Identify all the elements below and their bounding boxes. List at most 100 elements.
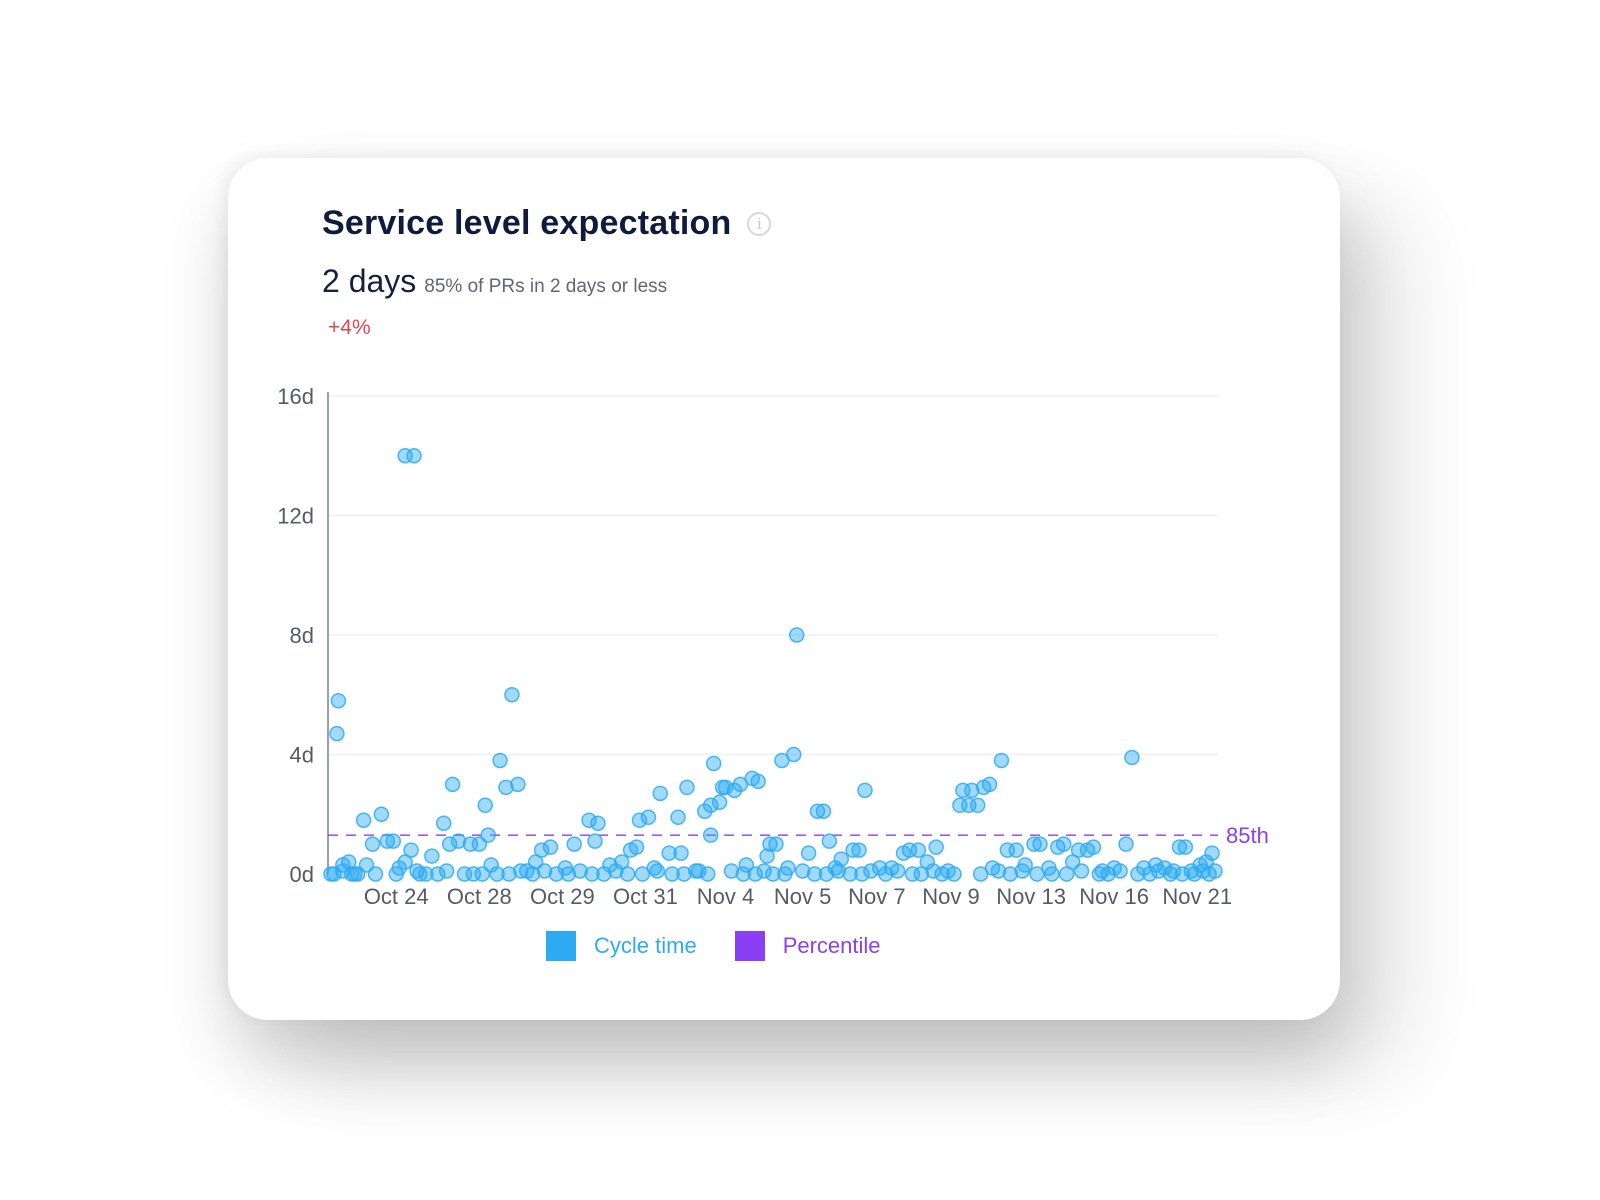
data-point (1177, 839, 1194, 855)
data-point (726, 782, 743, 799)
x-tick-label: Nov 4 (697, 884, 754, 909)
data-point (388, 866, 404, 882)
data-point (1032, 836, 1048, 852)
data-point (438, 863, 455, 879)
data-point (661, 845, 677, 861)
headline-value: 2 days (322, 263, 417, 299)
data-point (355, 812, 372, 828)
data-point (928, 839, 944, 855)
data-point (409, 863, 425, 879)
data-point (1124, 749, 1140, 766)
x-tick-label: Oct 29 (530, 884, 595, 909)
data-point (1136, 860, 1152, 876)
y-tick-label: 4d (290, 743, 314, 768)
data-point (335, 863, 351, 879)
data-point (435, 815, 452, 831)
data-point (444, 776, 461, 793)
data-point (723, 863, 740, 879)
data-point (1162, 866, 1179, 882)
legend-item-percentile[interactable]: Percentile (734, 931, 881, 961)
info-icon[interactable]: i (747, 211, 772, 236)
data-point (1026, 836, 1042, 852)
data-point (513, 863, 529, 879)
data-point (934, 866, 950, 882)
data-point (1100, 866, 1116, 882)
data-point (504, 687, 520, 703)
data-point (676, 866, 692, 882)
data-point (993, 752, 1010, 769)
data-point (587, 833, 603, 849)
y-tick-label: 0d (290, 862, 314, 887)
data-point (367, 866, 384, 882)
percentile-label: 85th (1226, 823, 1269, 848)
data-point (765, 866, 781, 882)
data-point (964, 782, 980, 799)
data-point (330, 692, 347, 709)
data-point (688, 863, 704, 879)
data-point (777, 866, 793, 882)
data-point (872, 860, 888, 876)
data-point (596, 866, 612, 882)
data-point (1002, 866, 1019, 882)
legend-swatch-cycle-time (546, 931, 576, 961)
data-point (1014, 863, 1030, 879)
data-point (492, 752, 508, 769)
x-tick-label: Nov 5 (774, 884, 831, 909)
slo-card: Service level expectation i 2 days 85% o… (228, 158, 1340, 1020)
data-point (788, 627, 805, 643)
data-point (702, 797, 719, 814)
data-point (972, 866, 989, 882)
data-point (536, 863, 553, 879)
x-tick-label: Nov 7 (848, 884, 905, 909)
data-point (818, 866, 835, 882)
data-point (673, 845, 689, 861)
data-point (450, 833, 467, 849)
data-point (590, 815, 606, 831)
headline-description: 85% of PRs in 2 days or less (424, 276, 668, 297)
card-title: Service level expectation (322, 204, 732, 242)
data-point (711, 794, 728, 811)
data-point (1055, 836, 1072, 852)
data-point (857, 782, 873, 799)
data-point (821, 833, 838, 849)
data-point (329, 725, 345, 742)
data-point (759, 848, 775, 864)
data-point (735, 866, 752, 882)
data-point (877, 866, 894, 882)
data-point (670, 809, 686, 825)
data-point (1130, 866, 1146, 882)
x-tick-label: Nov 16 (1079, 884, 1149, 909)
data-point (800, 845, 817, 861)
data-point (542, 839, 559, 855)
data-point (326, 866, 342, 882)
data-point (533, 842, 550, 858)
data-point (441, 836, 458, 852)
data-point (851, 842, 867, 858)
x-tick-label: Nov 21 (1162, 884, 1232, 909)
legend-swatch-percentile (734, 931, 765, 961)
data-point (628, 839, 645, 855)
data-point (385, 833, 402, 849)
data-point (697, 803, 713, 820)
legend-label-percentile: Percentile (782, 933, 881, 958)
data-point (424, 848, 440, 864)
delta-badge: +4% (328, 316, 371, 339)
data-point (699, 866, 716, 882)
data-point (664, 866, 680, 882)
data-point (705, 755, 722, 772)
data-point (634, 866, 651, 882)
chart-legend: Cycle time Percentile (546, 931, 881, 961)
data-point (946, 866, 962, 882)
legend-item-cycle-time[interactable]: Cycle time (546, 931, 697, 961)
data-point (619, 866, 636, 882)
data-point (747, 866, 763, 882)
data-point (786, 746, 802, 763)
data-point (863, 863, 879, 879)
data-point (1008, 842, 1025, 858)
data-point (794, 863, 811, 879)
title-row: Service level expectation i (322, 204, 772, 243)
data-point (750, 773, 766, 790)
data-point (489, 866, 505, 882)
data-point (845, 842, 861, 858)
data-point (889, 863, 906, 879)
